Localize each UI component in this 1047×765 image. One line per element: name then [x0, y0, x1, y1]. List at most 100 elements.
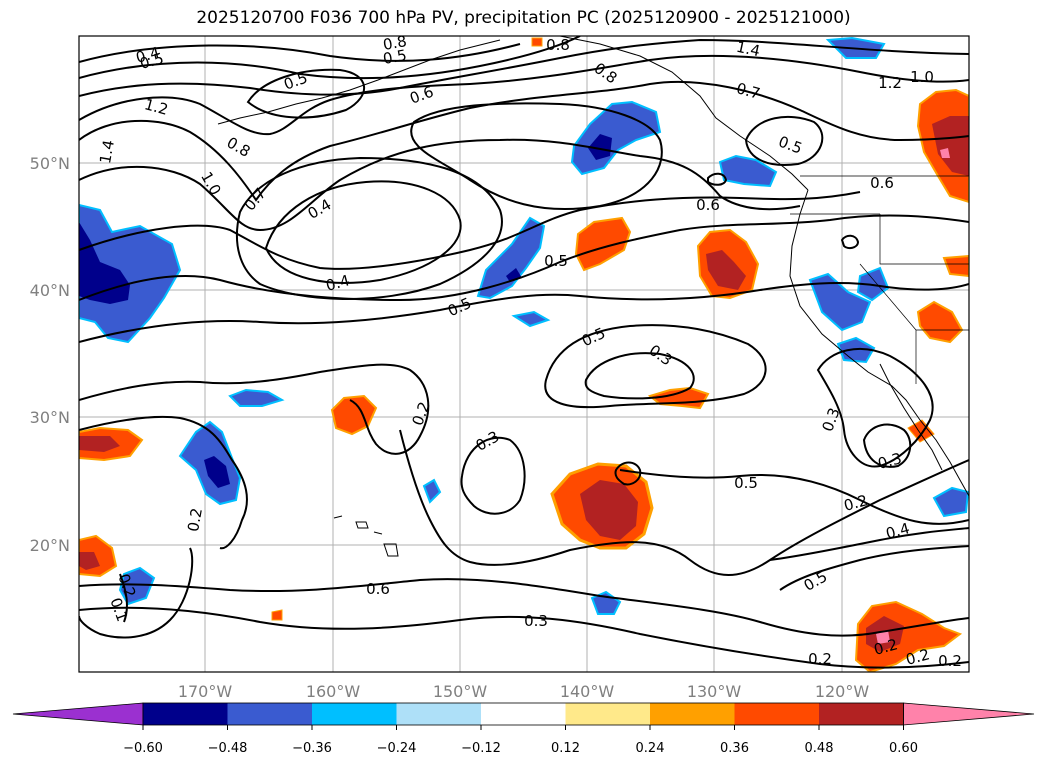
- contour-05-se: [769, 527, 969, 561]
- contour-02-se: [862, 423, 912, 468]
- contour-label: 0.5: [544, 252, 568, 270]
- shade-darkred-ne: [932, 116, 969, 176]
- lon-tick-label: 160°W: [306, 682, 361, 701]
- contour-loop-04: [264, 180, 462, 284]
- contour-label-text: 1.4: [735, 38, 762, 61]
- shade-orange-baja: [916, 300, 964, 344]
- shade-orange-small: [942, 254, 969, 278]
- lat-tick-label: 50°N: [30, 154, 70, 173]
- contour-02-loop: [584, 352, 695, 400]
- colorbar-tick-label: 0.24: [636, 741, 665, 756]
- contour-02-sw: [79, 547, 194, 639]
- colorbar-segment: [565, 703, 651, 725]
- colorbar: −0.60 −0.48 −0.36 −0.24 −0.12 0.12 0.24 0.36 0.4…: [12, 702, 1035, 756]
- contour-label: 0.5: [382, 46, 409, 68]
- colorbar-frame: [142, 702, 904, 726]
- coastlines: [217, 36, 969, 557]
- contour-north-4: [79, 54, 969, 136]
- lon-tick-label: 140°W: [560, 682, 615, 701]
- shade-darkred-big: [580, 480, 638, 540]
- contour-label-text: 0.8: [382, 32, 409, 54]
- colorbar-tick-label: −0.60: [123, 741, 163, 756]
- shade-blue-band: [476, 216, 546, 300]
- shade-blue-calif2: [856, 266, 890, 302]
- contour-03-ring: [614, 461, 642, 486]
- contour-label-text: 0.2: [872, 635, 900, 659]
- contour-label-text: 0.4: [884, 519, 912, 543]
- contour-label: 0.3: [524, 612, 548, 630]
- shade-orange-nw: [574, 216, 632, 272]
- contour-label-text: 0.3: [524, 612, 548, 630]
- contour-01-sw: [119, 573, 128, 623]
- contour-north-1: [79, 43, 521, 63]
- shade-blue-coast: [718, 154, 778, 188]
- contour-label-text: 0.5: [734, 474, 758, 492]
- contour-label: 0.6: [696, 196, 720, 214]
- contour-label: 1.4: [735, 38, 762, 61]
- contour-05-left: [79, 415, 248, 550]
- contour-label-text: 0.4: [324, 271, 352, 295]
- contour-label: 0.6: [366, 580, 390, 598]
- contour-label: 0.2: [904, 645, 932, 669]
- map-title: 2025120700 F036 700 hPa PV, precipitatio…: [196, 8, 851, 28]
- shade-darkred-sw: [79, 552, 100, 570]
- pv-contours: [79, 36, 969, 669]
- contour-03-se: [816, 348, 934, 468]
- colorbar-segment: [819, 703, 904, 725]
- contour-label: 0.3: [876, 449, 904, 473]
- colorbar-extend-right: [903, 702, 1035, 726]
- contour-label-text: 1.2: [142, 95, 170, 119]
- contour-label: 0.4: [324, 271, 352, 295]
- contour-06-small: [840, 234, 860, 250]
- contour-04-se: [619, 469, 969, 525]
- contour-label: 0.4: [134, 43, 162, 67]
- contour-north-3: [79, 38, 969, 97]
- shade-darkred-west: [79, 436, 120, 452]
- lat-tick-label: 40°N: [30, 281, 70, 300]
- shade-darkblue-west: [79, 222, 130, 304]
- contour-label-text: 0.3: [876, 449, 904, 473]
- colorbar-tick-label: 0.36: [720, 741, 749, 756]
- contour-02-south: [79, 606, 969, 669]
- shade-blue-west: [79, 203, 182, 344]
- shade-pink-se: [876, 630, 890, 644]
- contour-label: 0.2: [184, 507, 206, 534]
- contour-label-text: 0.6: [366, 580, 390, 598]
- contour-05-loop: [460, 436, 526, 515]
- map-frame: [78, 35, 970, 673]
- contour-label-text: 0.2: [808, 650, 832, 668]
- lon-tick-label: 130°W: [687, 682, 742, 701]
- precipitation-shading: [79, 36, 969, 672]
- contour-label: 0.5: [734, 474, 758, 492]
- contour-label-text: 0.5: [382, 46, 409, 68]
- lon-tick-label: 170°W: [178, 682, 233, 701]
- contour-label: 0.2: [842, 491, 870, 515]
- contour-03-left: [79, 363, 430, 455]
- coastline-west-us: [789, 189, 969, 497]
- contour-label: 1.4: [96, 139, 118, 166]
- contour-label-text: 0.5: [138, 49, 166, 73]
- contour-label-text: 0.7: [734, 79, 762, 103]
- lat-tick-label: 20°N: [30, 536, 70, 555]
- shade-orange-cent: [330, 394, 378, 436]
- lon-tick-label: 120°W: [815, 682, 870, 701]
- colorbar-tick-label: 0.48: [805, 741, 834, 756]
- shade-blue-small1: [511, 310, 551, 328]
- map-panel: 0.40.50.80.50.81.41.21.01.21.41.00.80.70…: [79, 32, 969, 672]
- shade-blue-small2: [228, 388, 285, 407]
- shade-orange-dot3: [531, 37, 543, 47]
- contour-label: 1.0: [910, 68, 934, 86]
- contour-label: 0.2: [808, 650, 832, 668]
- contour-label: 0.6: [870, 174, 894, 192]
- contour-label-text: 1.0: [910, 68, 934, 86]
- contour-label-text: 0.2: [842, 491, 870, 515]
- contour-loop-05: [246, 68, 365, 119]
- colorbar-extend-left: [12, 702, 144, 726]
- contour-label: 0.8: [382, 32, 409, 54]
- state-borders: [790, 175, 969, 384]
- contour-north-5: [79, 80, 969, 202]
- contour-label-text: 0.2: [904, 645, 932, 669]
- map-background: [79, 36, 969, 672]
- contour-small-ring: [707, 172, 728, 186]
